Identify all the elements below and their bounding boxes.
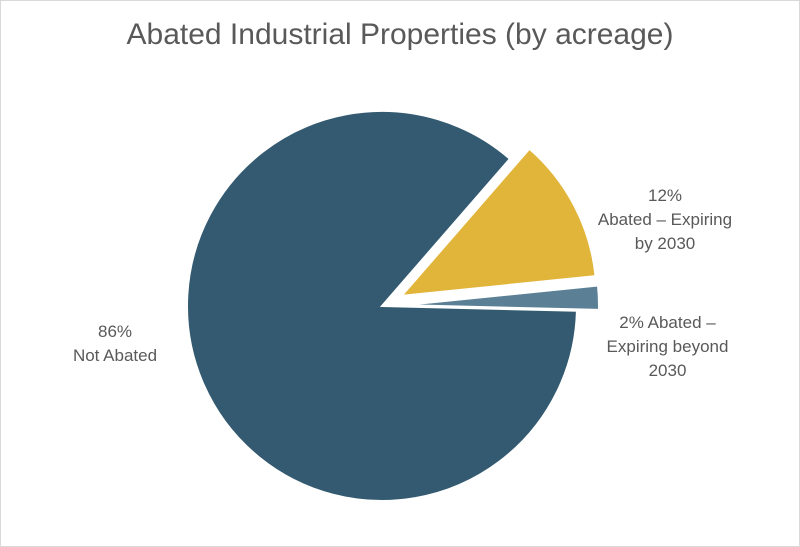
label-line-2: by 2030 <box>634 234 696 253</box>
chart-title: Abated Industrial Properties (by acreage… <box>126 18 674 51</box>
slice-abated-expiring-beyond-2030 <box>403 284 600 311</box>
label-abated-expiring-by-2030: 12% Abated – Expiring by 2030 <box>580 184 750 256</box>
label-line-2: Expiring beyond <box>606 337 729 356</box>
label-not-abated: 86% Not Abated <box>50 320 180 368</box>
label-value-abated-by-2030: 12% <box>647 186 683 205</box>
label-line-3: 2030 <box>648 361 687 380</box>
label-abated-expiring-beyond-2030: 2% Abated – Expiring beyond 2030 <box>585 311 750 383</box>
label-value-not-abated: 86% <box>97 322 133 341</box>
slice-not-abated <box>186 109 578 502</box>
slice-abated-expiring-by-2030 <box>399 147 597 298</box>
label-line-1: 2% Abated – <box>619 313 716 332</box>
label-line-1: Abated – Expiring <box>597 210 733 229</box>
label-line-1: Not Abated <box>72 346 158 365</box>
